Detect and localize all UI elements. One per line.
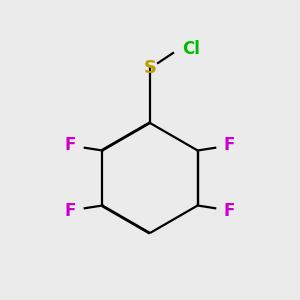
Text: F: F: [65, 202, 76, 220]
Text: F: F: [224, 202, 235, 220]
Text: F: F: [224, 136, 235, 154]
Text: S: S: [143, 59, 157, 77]
Text: Cl: Cl: [182, 40, 200, 58]
Text: F: F: [65, 136, 76, 154]
